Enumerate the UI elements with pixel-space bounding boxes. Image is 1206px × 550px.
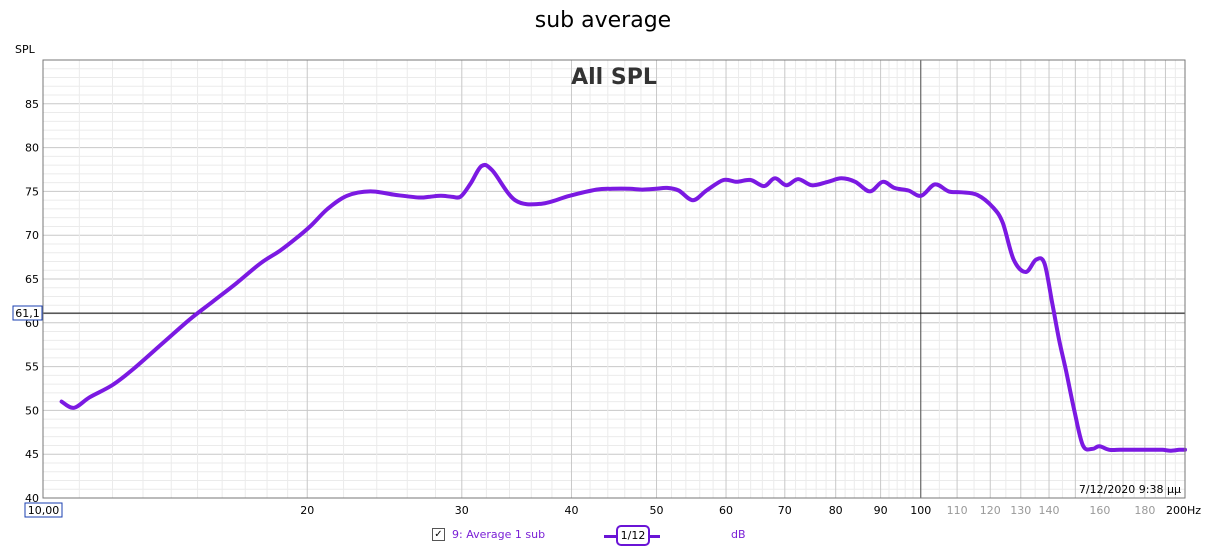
y-tick-label: 80 — [25, 142, 39, 155]
x-axis: 20 30 40 50 60 70 80 90 100 110 120 130 140 160 180 200… — [300, 504, 1201, 517]
legend-unit-label: dB — [731, 528, 746, 541]
x-tick-label: 20 — [300, 504, 314, 517]
x-tick-label: 140 — [1039, 504, 1060, 517]
x-tick-label: 80 — [829, 504, 843, 517]
x-tick-label: 60 — [719, 504, 733, 517]
x-tick-label: 180 — [1134, 504, 1155, 517]
x-start-readout: 10,00 — [28, 504, 60, 517]
grid — [43, 59, 1186, 499]
y-tick-label: 50 — [25, 404, 39, 417]
y-tick-label: 75 — [25, 185, 39, 198]
series-visibility-checkbox[interactable]: ✓ — [432, 528, 445, 541]
y-tick-label: 45 — [25, 448, 39, 461]
inner-title: All SPL — [571, 65, 657, 90]
x-tick-label: 50 — [650, 504, 664, 517]
y-tick-label: 55 — [25, 361, 39, 374]
smoothing-line-left — [604, 535, 616, 538]
cursor-readout: 61,1 — [15, 307, 40, 320]
x-tick-label: 30 — [455, 504, 469, 517]
x-tick-label: 200Hz — [1166, 504, 1201, 517]
y-tick-label: 70 — [25, 229, 39, 242]
x-tick-label: 160 — [1089, 504, 1110, 517]
y-tick-label: 40 — [25, 492, 39, 505]
x-tick-label: 130 — [1010, 504, 1031, 517]
x-tick-label: 90 — [874, 504, 888, 517]
smoothing-line-right — [650, 535, 660, 538]
x-tick-label: 40 — [564, 504, 578, 517]
plot-frame — [42, 59, 1186, 499]
chart-title: sub average — [534, 8, 672, 33]
series-line-average-1-sub — [59, 162, 1187, 453]
y-axis-label: SPL — [15, 43, 36, 56]
x-tick-label: 110 — [947, 504, 968, 517]
legend-series-label[interactable]: 9: Average 1 sub — [452, 528, 546, 541]
x-tick-label: 70 — [778, 504, 792, 517]
y-tick-label: 65 — [25, 273, 39, 286]
x-start-readout-box — [24, 502, 63, 518]
cursor-readout-box — [12, 305, 43, 321]
smoothing-indicator[interactable]: 1/12 — [616, 525, 650, 546]
x-tick-label: 120 — [980, 504, 1001, 517]
x-tick-label: 100 — [910, 504, 931, 517]
timestamp: 7/12/2020 9:38 μμ — [1079, 483, 1181, 496]
y-tick-label: 85 — [25, 98, 39, 111]
